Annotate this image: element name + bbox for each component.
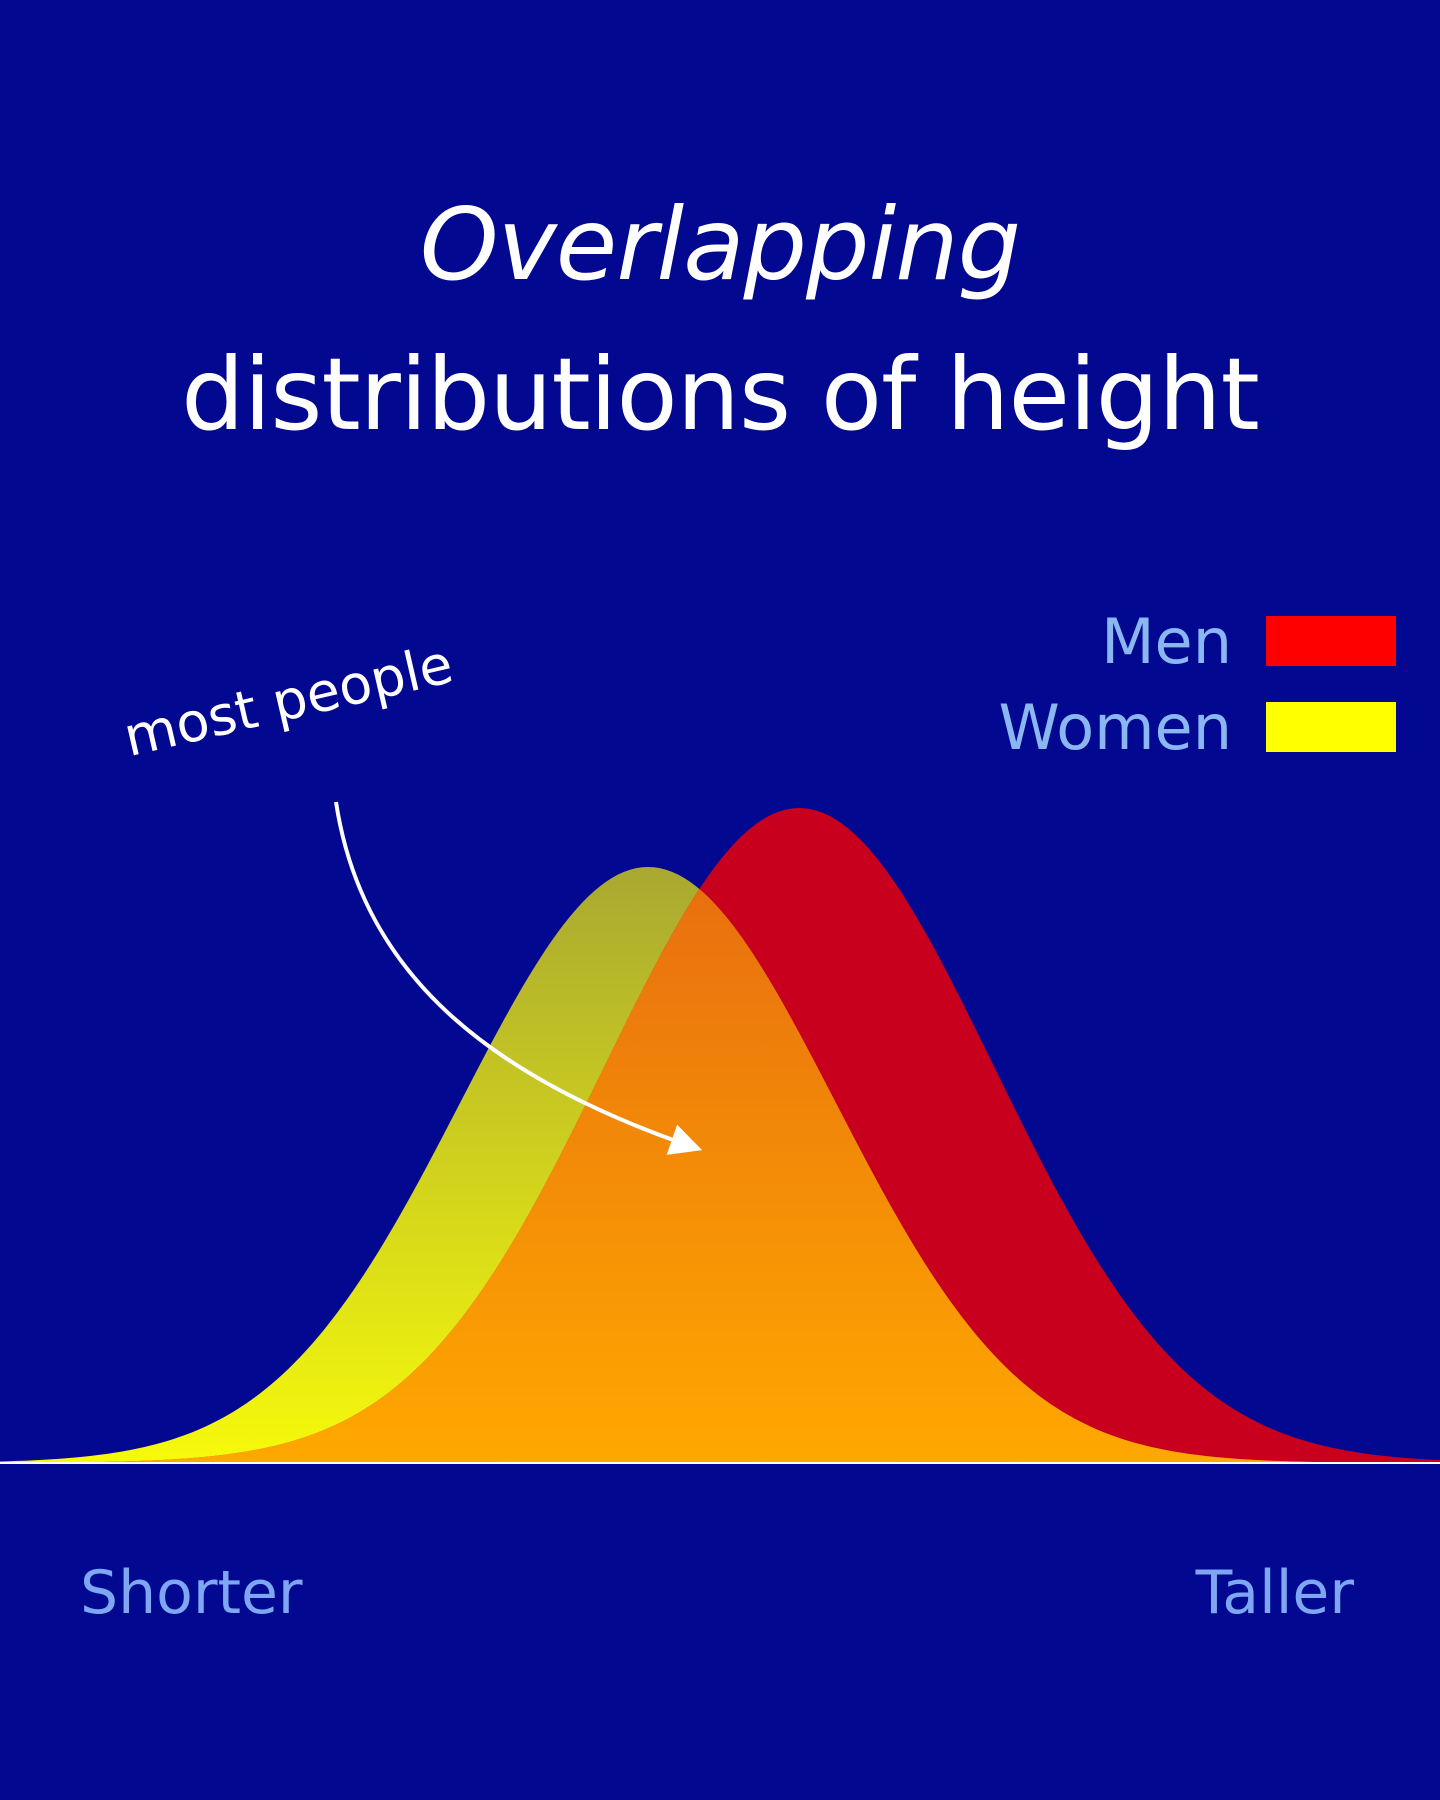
legend-swatch-men [1266, 616, 1396, 666]
chart-title-line1: Overlapping [419, 186, 1021, 303]
legend-item-women: Women [999, 684, 1396, 770]
legend-label-women: Women [998, 690, 1232, 764]
legend-item-men: Men [999, 598, 1396, 684]
x-axis-label-taller: Taller [1195, 1558, 1354, 1628]
legend-swatch-women [1266, 702, 1396, 752]
chart-title: Overlapping distributions of height [0, 170, 1440, 470]
annotation-arrow [334, 801, 703, 1155]
chart-title-line2: distributions of height [181, 336, 1260, 453]
x-axis-label-shorter: Shorter [80, 1558, 303, 1628]
legend: Men Women [999, 598, 1396, 770]
legend-label-men: Men [1101, 604, 1232, 678]
